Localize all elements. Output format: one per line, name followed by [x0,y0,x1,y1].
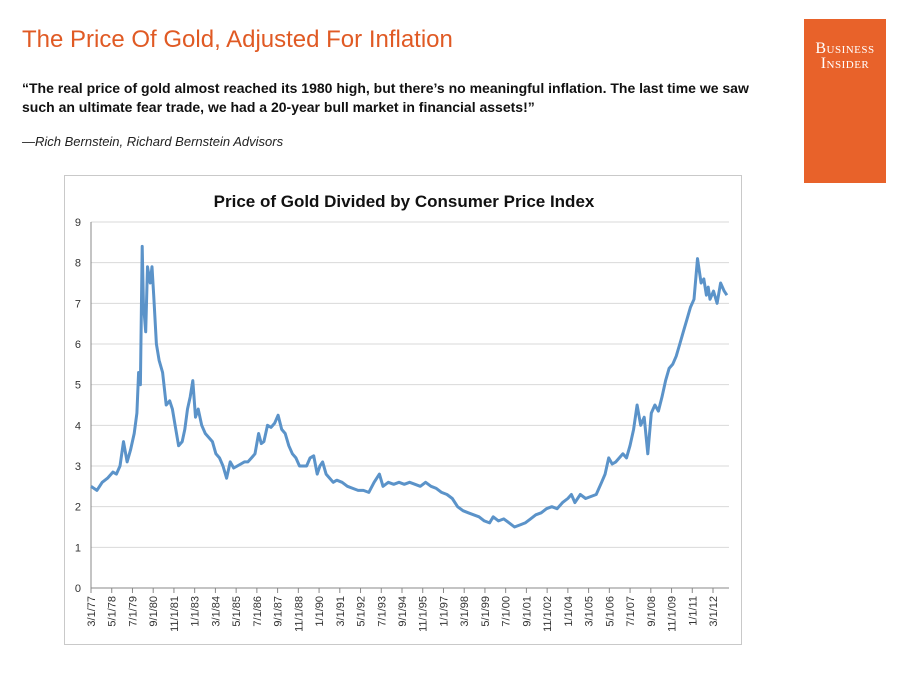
quote-attribution: —Rich Bernstein, Richard Bernstein Advis… [22,134,284,149]
x-tick-label: 3/1/91 [335,596,347,627]
x-tick-label: 3/1/77 [86,596,98,627]
y-tick-label: 0 [75,583,81,595]
x-tick-label: 9/1/01 [521,596,533,627]
gold-cpi-line-chart: Price of Gold Divided by Consumer Price … [75,192,729,632]
x-tick-label: 7/1/07 [625,596,637,627]
y-tick-label: 6 [75,339,81,351]
y-tick-label: 7 [75,298,81,310]
x-tick-label: 9/1/80 [148,596,160,627]
x-tick-label: 5/1/78 [107,596,119,627]
x-tick-label: 11/1/95 [418,596,430,632]
x-tick-label: 9/1/94 [397,596,409,627]
x-tick-label: 9/1/08 [646,596,658,627]
chart-title: Price of Gold Divided by Consumer Price … [214,192,595,211]
quote-text: “The real price of gold almost reached i… [22,80,749,115]
x-tick-label: 5/1/92 [356,596,368,627]
x-tick-label: 7/1/00 [501,596,513,627]
x-tick-label: 11/1/88 [293,596,305,632]
x-tick-label: 1/1/04 [563,596,575,627]
y-tick-label: 4 [75,420,81,432]
x-tick-label: 11/1/09 [667,596,679,632]
y-tick-label: 2 [75,502,81,514]
x-tick-label: 5/1/06 [604,596,616,627]
x-tick-label: 1/1/11 [687,596,699,626]
x-tick-label: 5/1/99 [480,596,492,627]
x-tick-label: 3/1/12 [708,596,720,627]
x-tick-label: 7/1/86 [252,596,264,627]
y-tick-label: 1 [75,542,81,554]
x-tick-label: 3/1/84 [210,596,222,627]
chart-container: Price of Gold Divided by Consumer Price … [64,175,742,645]
y-tick-label: 8 [75,258,81,270]
x-tick-label: 5/1/85 [231,596,243,627]
y-tick-label: 3 [75,461,81,473]
x-tick-label: 1/1/97 [438,596,450,627]
x-tick-label: 7/1/93 [376,596,388,627]
business-insider-logo[interactable]: Business Insider [804,19,886,183]
x-tick-label: 3/1/98 [459,596,471,627]
x-tick-label: 3/1/05 [584,596,596,627]
x-tick-label: 11/1/02 [542,596,554,632]
x-tick-label: 7/1/79 [127,596,139,627]
x-tick-label: 9/1/87 [273,596,285,627]
x-tick-label: 1/1/90 [314,596,326,627]
x-tick-label: 11/1/81 [169,596,181,632]
series-line-gold-cpi [90,244,729,529]
y-tick-label: 9 [75,217,81,229]
slide-title: The Price Of Gold, Adjusted For Inflatio… [22,26,453,53]
y-tick-label: 5 [75,380,81,392]
logo-line-2: Insider [820,55,870,72]
x-tick-label: 1/1/83 [190,596,202,627]
logo-line-1: Business [815,40,875,57]
